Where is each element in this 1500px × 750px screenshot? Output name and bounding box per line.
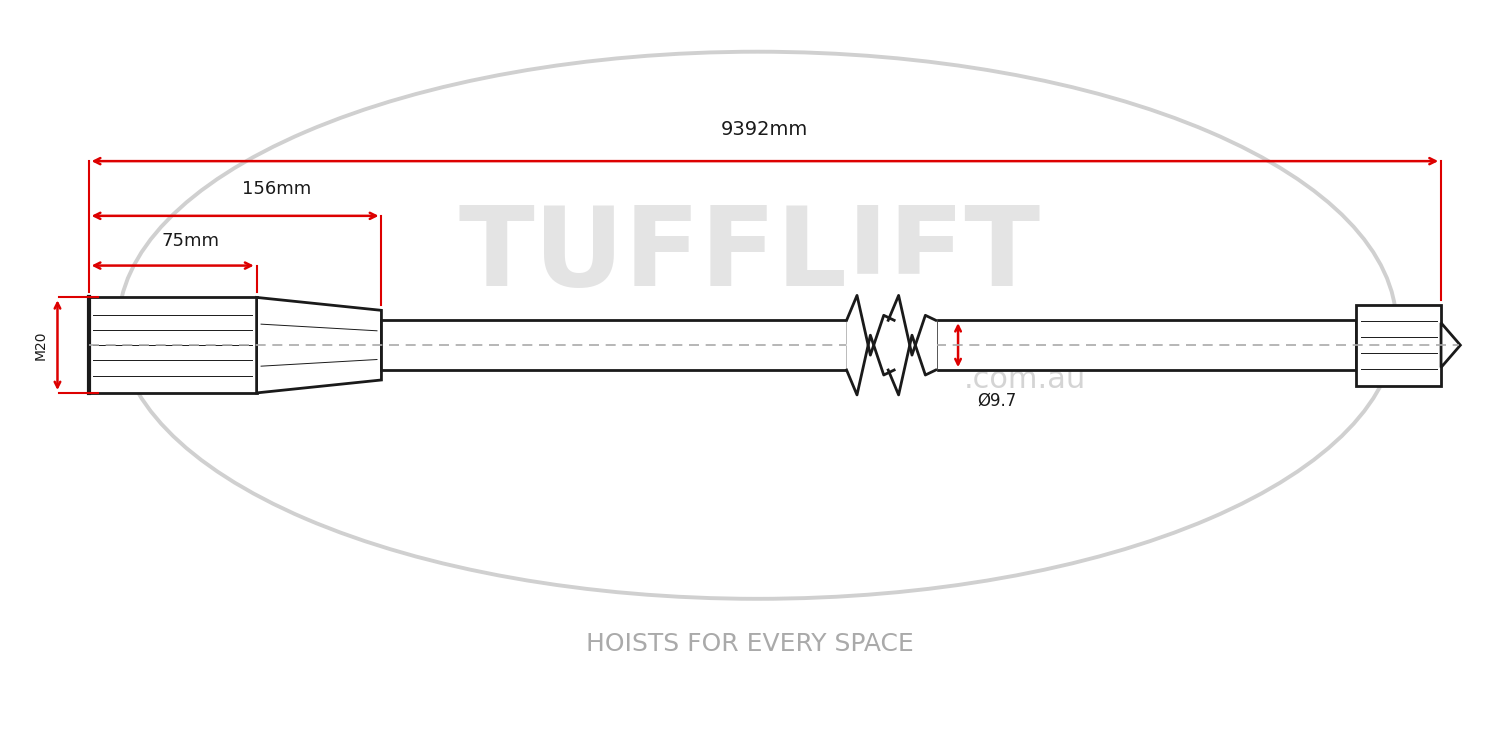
Polygon shape bbox=[1442, 322, 1461, 368]
Text: 75mm: 75mm bbox=[162, 232, 219, 250]
Text: Ø9.7: Ø9.7 bbox=[978, 392, 1017, 410]
Bar bbox=[88, 298, 256, 393]
Text: 156mm: 156mm bbox=[242, 180, 312, 198]
Text: M20: M20 bbox=[34, 331, 48, 360]
Polygon shape bbox=[256, 298, 381, 393]
Text: HOISTS FOR EVERY SPACE: HOISTS FOR EVERY SPACE bbox=[586, 632, 914, 656]
Text: .com.au: .com.au bbox=[964, 365, 1086, 394]
Text: TUFFLIFT: TUFFLIFT bbox=[459, 202, 1041, 309]
Bar bbox=[936, 320, 1356, 370]
Bar bbox=[381, 320, 846, 370]
Bar bbox=[1356, 304, 1442, 386]
Text: 9392mm: 9392mm bbox=[722, 120, 809, 140]
